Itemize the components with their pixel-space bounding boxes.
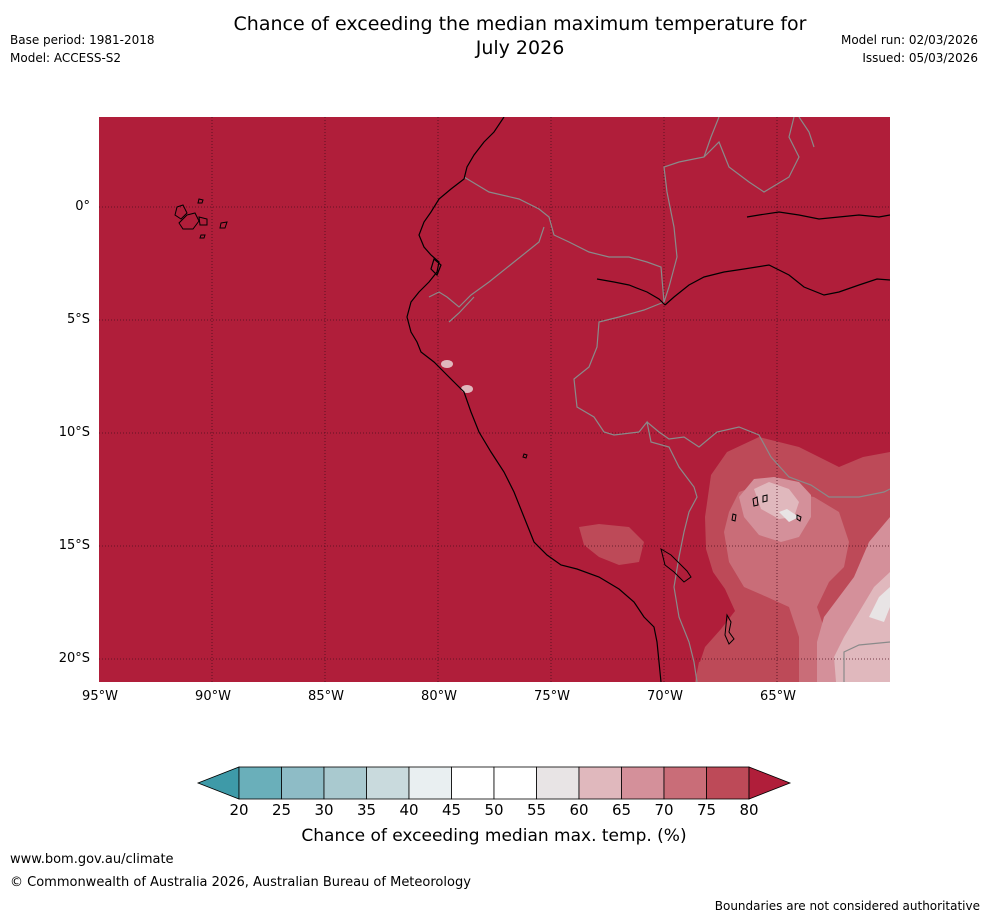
colorbar-segments [196,766,792,800]
website-link[interactable]: www.bom.gov.au/climate [10,852,174,867]
map-title: Chance of exceeding the median maximum t… [150,12,890,60]
issued-date: Issued: 05/03/2026 [862,51,978,65]
lon-label-65w: 65°W [760,689,796,704]
lon-label-80w: 80°W [421,689,457,704]
colorbar [196,766,792,800]
colorbar-tick-55: 55 [526,801,547,819]
lon-label-75w: 75°W [534,689,570,704]
colorbar-segment [451,766,495,800]
lat-label-10s: 10°S [58,425,90,440]
colorbar-tick-35: 35 [356,801,377,819]
contour-60 [834,572,890,682]
lat-label-0: 0° [75,199,90,214]
colorbar-segment [706,766,750,800]
model-run: Model run: 02/03/2026 [840,33,978,47]
colorbar-segment [408,766,452,800]
lakes [522,453,802,645]
colorbar-tick-75: 75 [696,801,717,819]
colorbar-label: Chance of exceeding median max. temp. (%… [301,826,687,846]
base-period: Base period: 1981-2018 [10,33,155,47]
colorbar-tick-80: 80 [739,801,759,819]
contour-75-b [579,524,644,565]
contour-55 [869,587,890,622]
colorbar-segment [238,766,282,800]
galapagos-islands [174,198,228,239]
colorbar-tick-45: 45 [441,801,462,819]
colorbar-tick-30: 30 [314,801,334,819]
colorbar-tick-40: 40 [399,801,419,819]
country-boundaries [428,117,890,682]
lat-label-5s: 5°S [66,312,90,327]
model-name: Model: ACCESS-S2 [10,51,122,65]
disclaimer: Boundaries are not considered authoritat… [714,899,980,913]
colorbar-segment [536,766,580,800]
colorbar-tick-65: 65 [611,801,632,819]
title-line-2: July 2026 [475,37,565,59]
colorbar-tick-25: 25 [271,801,292,819]
colorbar-segment [281,766,325,800]
lat-label-15s: 15°S [58,538,90,553]
colorbar-tick-50: 50 [484,801,504,819]
lon-label-95w: 95°W [82,689,118,704]
colorbar-segment [323,766,367,800]
hotspot-1 [441,360,453,368]
meta-left: Base period: 1981-2018 Model: ACCESS-S2 [10,31,155,67]
lon-label-85w: 85°W [308,689,344,704]
colorbar-extension-low [196,766,240,800]
contour-75-c [695,659,721,682]
hotspot-2 [461,385,473,393]
copyright: © Commonwealth of Australia 2026, Austra… [10,875,471,890]
lon-label-70w: 70°W [647,689,683,704]
colorbar-tick-60: 60 [569,801,589,819]
colorbar-segment [663,766,707,800]
meta-right: Model run: 02/03/2026 Issued: 05/03/2026 [841,31,978,67]
lon-label-90w: 90°W [195,689,231,704]
lat-label-20s: 20°S [58,651,90,666]
colorbar-segment [578,766,622,800]
colorbar-extension-high [748,766,792,800]
title-line-1: Chance of exceeding the median maximum t… [233,13,807,35]
colorbar-segment [366,766,410,800]
colorbar-segment [621,766,665,800]
colorbar-tick-20: 20 [229,801,249,819]
contour-70 [724,485,849,682]
colorbar-segment [493,766,537,800]
forecast-map [99,117,890,682]
contour-55-b [779,509,799,522]
coastline [406,117,890,682]
colorbar-tick-70: 70 [654,801,674,819]
graticule [99,117,890,682]
